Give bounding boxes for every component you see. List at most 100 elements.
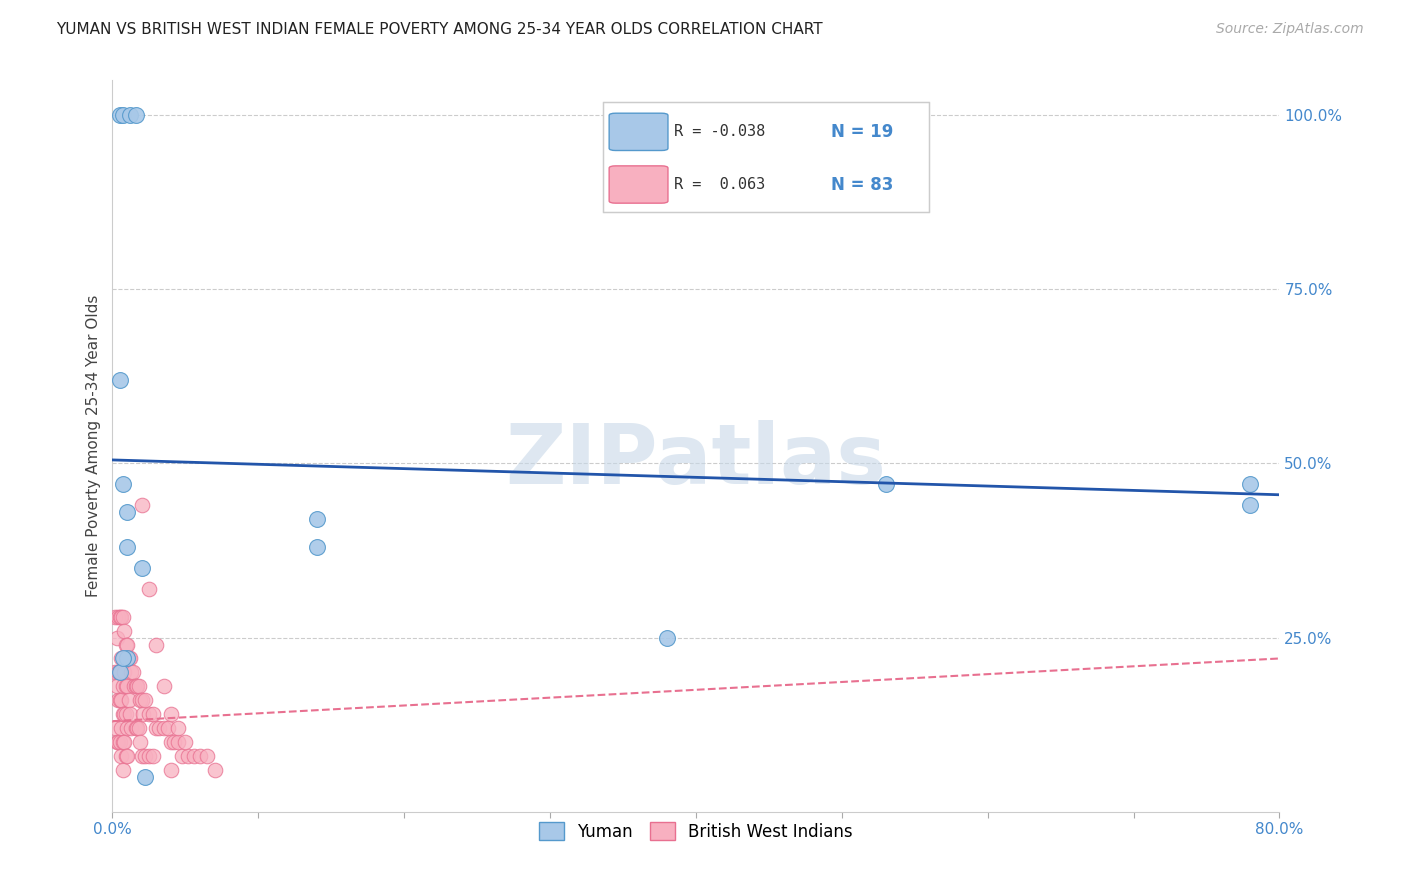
Point: [115, 651, 138, 665]
Point: [125, 721, 148, 735]
Point: [110, 651, 132, 665]
Point: [117, 651, 139, 665]
Point: [108, 609, 131, 624]
Point: [125, 108, 148, 122]
Text: YUMAN VS BRITISH WEST INDIAN FEMALE POVERTY AMONG 25-34 YEAR OLDS CORRELATION CH: YUMAN VS BRITISH WEST INDIAN FEMALE POVE…: [56, 22, 823, 37]
Point: [122, 665, 145, 680]
Point: [115, 505, 138, 519]
Point: [111, 679, 134, 693]
Point: [655, 631, 678, 645]
Point: [131, 749, 153, 764]
Point: [118, 108, 141, 122]
Point: [108, 108, 131, 122]
Point: [131, 498, 153, 512]
Point: [110, 609, 132, 624]
Point: [111, 651, 134, 665]
Text: ZIPatlas: ZIPatlas: [506, 420, 886, 501]
Point: [128, 679, 150, 693]
Point: [111, 735, 134, 749]
Point: [112, 665, 135, 680]
Point: [1239, 477, 1261, 491]
Point: [114, 707, 136, 722]
Point: [108, 665, 131, 680]
Point: [129, 735, 152, 749]
Point: [112, 735, 135, 749]
Point: [875, 477, 897, 491]
Point: [105, 679, 128, 693]
Point: [145, 638, 167, 652]
Point: [183, 749, 205, 764]
Point: [120, 721, 142, 735]
Point: [107, 693, 129, 707]
Point: [111, 609, 134, 624]
Point: [163, 735, 186, 749]
Point: [134, 693, 156, 707]
Point: [305, 512, 328, 526]
Point: [111, 651, 134, 665]
Y-axis label: Female Poverty Among 25-34 Year Olds: Female Poverty Among 25-34 Year Olds: [86, 295, 101, 597]
Point: [131, 561, 153, 575]
Point: [138, 707, 160, 722]
Point: [125, 679, 148, 693]
Point: [115, 638, 138, 652]
Point: [132, 707, 155, 722]
Point: [105, 735, 128, 749]
Point: [114, 679, 136, 693]
Point: [111, 763, 134, 777]
Point: [127, 679, 149, 693]
Point: [114, 749, 136, 764]
Point: [129, 693, 152, 707]
Point: [138, 749, 160, 764]
Point: [107, 735, 129, 749]
Point: [204, 763, 226, 777]
Point: [108, 665, 131, 680]
Point: [160, 707, 183, 722]
Point: [188, 749, 211, 764]
Point: [152, 721, 174, 735]
Point: [148, 721, 170, 735]
Point: [142, 749, 165, 764]
Point: [112, 707, 135, 722]
Point: [104, 721, 127, 735]
Point: [134, 749, 156, 764]
Point: [108, 735, 131, 749]
Point: [172, 749, 194, 764]
Point: [195, 749, 218, 764]
Point: [120, 665, 142, 680]
Point: [104, 609, 127, 624]
Point: [107, 609, 129, 624]
Point: [145, 721, 167, 735]
Point: [105, 631, 128, 645]
Point: [114, 638, 136, 652]
Point: [160, 735, 183, 749]
Point: [177, 749, 200, 764]
Point: [138, 582, 160, 596]
Point: [174, 735, 197, 749]
Point: [111, 707, 134, 722]
Point: [107, 665, 129, 680]
Point: [134, 770, 156, 784]
Point: [127, 721, 149, 735]
Point: [142, 707, 165, 722]
Point: [124, 679, 146, 693]
Point: [305, 540, 328, 554]
Point: [111, 477, 134, 491]
Point: [115, 540, 138, 554]
Point: [110, 749, 132, 764]
Point: [111, 108, 134, 122]
Point: [167, 721, 190, 735]
Point: [131, 693, 153, 707]
Point: [167, 735, 190, 749]
Point: [115, 721, 138, 735]
Legend: Yuman, British West Indians: Yuman, British West Indians: [533, 816, 859, 847]
Point: [104, 665, 127, 680]
Point: [156, 721, 179, 735]
Point: [1239, 498, 1261, 512]
Point: [110, 721, 132, 735]
Point: [152, 679, 174, 693]
Point: [110, 693, 132, 707]
Point: [112, 624, 135, 638]
Point: [108, 373, 131, 387]
Point: [117, 693, 139, 707]
Point: [108, 693, 131, 707]
